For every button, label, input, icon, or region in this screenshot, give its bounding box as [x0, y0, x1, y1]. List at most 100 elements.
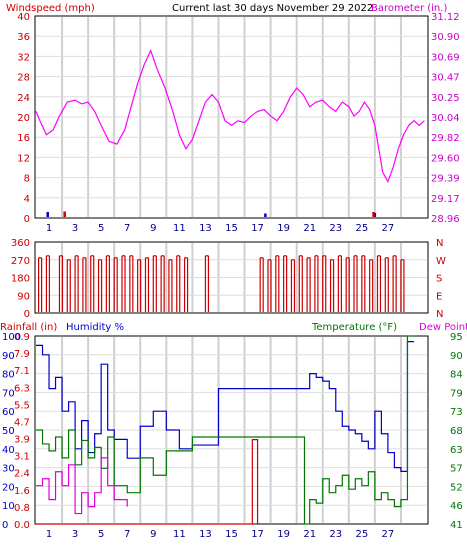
windspeed-axis-label: Windspeed (mph)	[6, 3, 95, 14]
barometer-ticks: 31.12 30.90 30.69 30.47 30.25 30.04 29.82 29.60…	[431, 12, 460, 225]
x-tick-label: 3	[72, 223, 78, 234]
x-tick-label: 17	[251, 529, 264, 540]
barometer-tick-label: 30.25	[431, 93, 460, 104]
barometer-line	[35, 49, 425, 183]
compass-tick-label: W	[436, 256, 446, 267]
humidity-tick-label: 60	[2, 407, 15, 418]
x-tick-label: 13	[199, 223, 212, 234]
temperature-ticks: 95 90 84 79 73 68 63 57 52 46 41	[450, 332, 463, 531]
x-tick-label: 25	[355, 223, 368, 234]
humidity-tick-label: 70	[2, 388, 15, 399]
x-tick-label: 3	[72, 529, 78, 540]
x-tick-label: 15	[225, 223, 238, 234]
x-tick-label: 11	[173, 529, 186, 540]
x-tick-label: 1	[46, 529, 52, 540]
rainfall-tick-label: 3.9	[14, 435, 30, 446]
direction-degree-ticks: 360 270 180 90 0	[11, 238, 30, 320]
humidity-tick-label: 0	[2, 520, 8, 531]
temperature-axis-label: Temperature (°F)	[311, 322, 397, 333]
windspeed-tick-label: 20	[17, 113, 30, 124]
rainfall-tick-label: 0.0	[14, 520, 30, 531]
windspeed-tick-label: 4	[24, 194, 30, 205]
x-tick-label: 5	[98, 223, 104, 234]
x-tick-label: 27	[382, 223, 395, 234]
windspeed-tick-label: 0	[24, 214, 30, 225]
barometer-tick-label: 31.12	[431, 12, 460, 23]
rainfall-tick-label: 0.9	[14, 332, 30, 343]
humidity-tick-label: 100	[2, 332, 21, 343]
windspeed-tick-label: 24	[17, 93, 30, 104]
data-series	[35, 49, 425, 525]
x-tick-label: 7	[124, 223, 130, 234]
compass-tick-label: N	[436, 238, 443, 249]
windspeed-tick-label: 28	[17, 73, 30, 84]
windspeed-tick-label: 16	[17, 133, 30, 144]
temperature-tick-label: 57	[450, 464, 463, 475]
temperature-tick-label: 95	[450, 332, 463, 343]
dewpoint-line	[36, 457, 128, 515]
windspeed-tick-label: 40	[17, 12, 30, 23]
chart-title: Current last 30 days November 29 2022	[172, 3, 373, 14]
humidity-tick-label: 20	[2, 482, 15, 493]
humidity-tick-label: 30	[2, 464, 15, 475]
x-axis-ticks-top: 1 3 5 7 9 11 13 15 17 19 21 23 25 27	[46, 223, 394, 234]
barometer-tick-label: 30.47	[431, 73, 460, 84]
barometer-tick-label: 29.82	[431, 133, 460, 144]
rainfall-tick-label: 4.7	[14, 417, 30, 428]
barometer-tick-label: 30.69	[431, 52, 460, 63]
humidity-tick-label: 80	[2, 370, 15, 381]
direction-tick-label: 0	[24, 309, 30, 320]
temperature-tick-label: 79	[450, 388, 463, 399]
barometer-axis-label: Barometer (in.)	[371, 3, 447, 14]
x-tick-label: 7	[124, 529, 130, 540]
barometer-tick-label: 30.90	[431, 32, 460, 43]
barometer-tick-label: 28.96	[431, 214, 460, 225]
windspeed-tick-label: 12	[17, 153, 30, 164]
rainfall-tick-label: 1.6	[14, 486, 30, 497]
humidity-tick-label: 10	[2, 501, 15, 512]
x-tick-label: 1	[46, 223, 52, 234]
rainfall-tick-label: 5.5	[14, 400, 30, 411]
direction-tick-label: 360	[11, 238, 30, 249]
rainfall-line	[36, 439, 259, 525]
x-tick-label: 9	[150, 223, 156, 234]
x-tick-label: 11	[173, 223, 186, 234]
temperature-tick-label: 63	[450, 445, 463, 456]
x-tick-label: 19	[277, 529, 290, 540]
x-tick-label: 23	[329, 529, 342, 540]
rainfall-tick-label: 7.1	[14, 366, 30, 377]
x-tick-label: 23	[329, 223, 342, 234]
temperature-tick-label: 52	[450, 482, 463, 493]
rainfall-tick-label: 7.9	[14, 349, 30, 360]
dewpoint-axis-label: Dew Point	[419, 322, 467, 333]
barometer-tick-label: 29.39	[431, 174, 460, 185]
barometer-tick-label: 29.17	[431, 194, 460, 205]
direction-tick-label: 180	[11, 274, 30, 285]
compass-tick-label: E	[436, 291, 442, 302]
x-tick-label: 21	[303, 223, 316, 234]
x-tick-label: 25	[355, 529, 368, 540]
compass-tick-label: N	[436, 309, 443, 320]
compass-tick-label: S	[436, 274, 442, 285]
windspeed-tick-label: 8	[24, 174, 30, 185]
temperature-tick-label: 84	[450, 370, 463, 381]
temperature-tick-label: 41	[450, 520, 463, 531]
x-tick-label: 5	[98, 529, 104, 540]
humidity-axis-label: Humidity %	[66, 322, 124, 333]
rainfall-tick-label: 2.4	[14, 469, 30, 480]
windspeed-tick-label: 32	[17, 52, 30, 63]
rainfall-ticks: 0.9 7.9 7.1 6.3 5.5 4.7 3.9 3.1 2.4 1.6 0.8 0.0	[14, 332, 30, 531]
barometer-tick-label: 30.04	[431, 113, 460, 124]
x-tick-label: 9	[150, 529, 156, 540]
humidity-tick-label: 40	[2, 445, 15, 456]
humidity-tick-label: 50	[2, 426, 15, 437]
barometer-tick-label: 29.60	[431, 153, 460, 164]
rainfall-tick-label: 3.1	[14, 452, 30, 463]
temperature-tick-label: 68	[450, 426, 463, 437]
temperature-tick-label: 90	[450, 351, 463, 362]
x-axis-ticks-bottom: 1 3 5 7 9 11 13 15 17 19 21 23 25 27	[46, 529, 394, 540]
direction-tick-label: 90	[17, 291, 30, 302]
rainfall-axis-label: Rainfall (in)	[0, 322, 57, 333]
